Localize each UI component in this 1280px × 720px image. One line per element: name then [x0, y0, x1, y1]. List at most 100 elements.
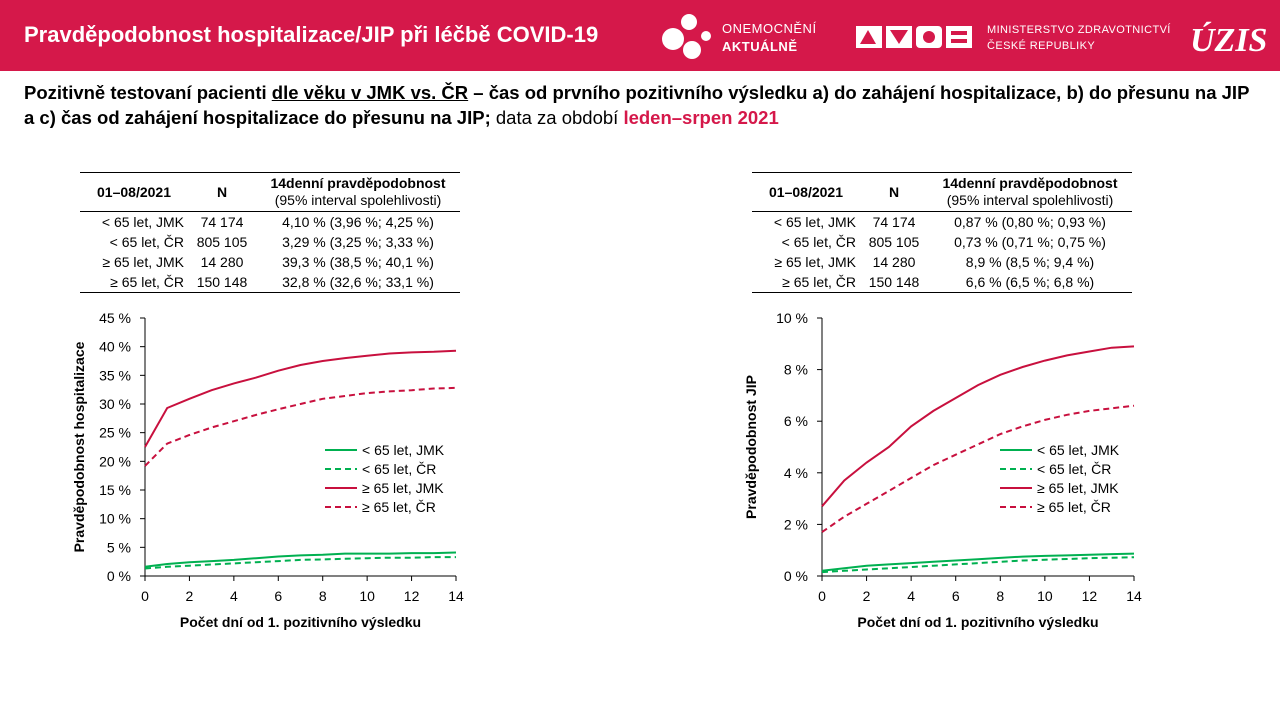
row-prob: 3,29 % (3,25 %; 3,33 %)	[282, 234, 434, 250]
header-bar: Pravděpodobnost hospitalizace/JIP při lé…	[0, 0, 1280, 71]
row-group: < 65 let, JMK	[773, 214, 856, 230]
row-prob: 32,8 % (32,6 %; 33,1 %)	[256, 272, 460, 293]
x-axis-label: Počet dní od 1. pozitivního výsledku	[857, 614, 1098, 630]
y-tick-label: 6 %	[784, 413, 808, 429]
col-period: 01–08/2021	[752, 172, 860, 212]
row-n: 74 174	[200, 214, 244, 230]
row-n: 14 280	[872, 254, 916, 270]
x-tick-label: 14	[448, 588, 464, 604]
y-tick-label: 5 %	[107, 539, 131, 555]
col-prob: 14denní pravděpodobnost (95% interval sp…	[928, 172, 1132, 212]
row-n: 14 280	[200, 254, 244, 270]
row-group: ≥ 65 let, ČR	[752, 272, 860, 293]
row-group: < 65 let, ČR	[109, 234, 184, 250]
table-row: ≥ 65 let, ČR 150 148 32,8 % (32,6 %; 33,1 …	[80, 272, 460, 293]
x-tick-label: 6	[952, 588, 960, 604]
row-n: 805 105	[868, 234, 920, 250]
legend-label: ≥ 65 let, ČR	[1037, 499, 1111, 515]
y-tick-label: 0 %	[107, 568, 131, 584]
y-tick-label: 25 %	[99, 425, 131, 441]
col-n: N	[860, 172, 928, 212]
series-line	[144, 349, 457, 448]
col-prob-label: 14denní pravděpodobnost	[942, 175, 1118, 191]
x-tick-label: 2	[863, 588, 871, 604]
row-group: < 65 let, JMK	[101, 214, 184, 230]
legend-label: < 65 let, ČR	[362, 461, 436, 477]
subtitle-part-3: – čas od prvního pozitivního výsledku a)…	[24, 82, 1250, 128]
mzcr-line-1: MINISTERSTVO ZDRAVOTNICTVÍ	[987, 24, 1171, 36]
uzis-logo: ÚZIS	[1190, 22, 1268, 59]
row-prob: 4,10 % (3,96 %; 4,25 %)	[282, 214, 434, 230]
legend-label: ≥ 65 let, ČR	[362, 499, 436, 515]
row-group: ≥ 65 let, JMK	[102, 254, 184, 270]
series-line	[821, 345, 1135, 507]
x-tick-label: 8	[319, 588, 327, 604]
row-group: < 65 let, ČR	[781, 234, 856, 250]
y-axis-label: Pravděpodobnost JIP	[743, 375, 759, 519]
subtitle-part-1: Pozitivně testovaní pacienti	[24, 82, 272, 103]
x-tick-label: 0	[818, 588, 826, 604]
legend-label: < 65 let, JMK	[1037, 442, 1120, 458]
y-tick-label: 40 %	[99, 339, 131, 355]
x-tick-label: 10	[1037, 588, 1053, 604]
table-row: < 65 let, ČR 805 105 3,29 % (3,25 %; 3,33 …	[80, 232, 460, 252]
logo-line-1: ONEMOCNĚNÍ	[722, 21, 817, 36]
y-axis-label: Pravděpodobnost hospitalizace	[71, 341, 87, 552]
y-tick-label: 45 %	[99, 310, 131, 326]
page-title: Pravděpodobnost hospitalizace/JIP při lé…	[24, 22, 599, 47]
mzcr-logo-icon	[856, 26, 972, 48]
series-line	[144, 556, 456, 570]
row-group: ≥ 65 let, JMK	[774, 254, 856, 270]
onemocneni-logo-text: ONEMOCNĚNÍ AKTUÁLNĚ	[722, 20, 817, 56]
logo-line-2: AKTUÁLNĚ	[722, 39, 798, 54]
y-tick-label: 4 %	[784, 465, 808, 481]
y-tick-label: 30 %	[99, 396, 131, 412]
x-tick-label: 8	[996, 588, 1004, 604]
x-tick-label: 2	[186, 588, 194, 604]
series-line	[144, 551, 457, 568]
row-prob: 39,3 % (38,5 %; 40,1 %)	[282, 254, 434, 270]
row-n: 805 105	[196, 234, 248, 250]
row-prob: 6,6 % (6,5 %; 6,8 %)	[928, 272, 1132, 293]
subtitle-period: leden–srpen 2021	[623, 107, 779, 128]
col-n: N	[188, 172, 256, 212]
subtitle: Pozitivně testovaní pacienti dle věku v …	[24, 80, 1254, 130]
x-tick-label: 4	[230, 588, 238, 604]
table-row: ≥ 65 let, JMK 14 280 8,9 % (8,5 %; 9,4 %)	[752, 252, 1132, 272]
col-prob-label: 14denní pravděpodobnost	[270, 175, 446, 191]
table-row: < 65 let, ČR 805 105 0,73 % (0,71 %; 0,75 …	[752, 232, 1132, 252]
y-tick-label: 35 %	[99, 367, 131, 383]
y-tick-label: 10 %	[99, 511, 131, 527]
legend-label: ≥ 65 let, JMK	[362, 480, 444, 496]
x-tick-label: 12	[404, 588, 420, 604]
table-row: ≥ 65 let, ČR 150 148 6,6 % (6,5 %; 6,8 %)	[752, 272, 1132, 293]
legend-label: ≥ 65 let, JMK	[1037, 480, 1119, 496]
x-tick-label: 12	[1082, 588, 1098, 604]
col-prob-sub: (95% interval spolehlivosti)	[274, 192, 442, 208]
table-row: ≥ 65 let, JMK 14 280 39,3 % (38,5 %; 40,1 …	[80, 252, 460, 272]
y-tick-label: 8 %	[784, 362, 808, 378]
table-row: < 65 let, JMK 74 174 4,10 % (3,96 %; 4,25 …	[80, 212, 460, 233]
onemocneni-logo-icon	[662, 14, 711, 59]
row-n: 150 148	[188, 272, 256, 293]
table-row: < 65 let, JMK 74 174 0,87 % (0,80 %; 0,93 …	[752, 212, 1132, 233]
x-axis-label: Počet dní od 1. pozitivního výsledku	[180, 614, 421, 630]
y-tick-label: 15 %	[99, 482, 131, 498]
x-tick-label: 6	[274, 588, 282, 604]
y-tick-label: 10 %	[776, 310, 808, 326]
series-line	[821, 552, 1135, 572]
series-line	[821, 404, 1135, 533]
col-period: 01–08/2021	[80, 172, 188, 212]
legend-label: < 65 let, ČR	[1037, 461, 1111, 477]
row-prob: 8,9 % (8,5 %; 9,4 %)	[965, 254, 1095, 270]
subtitle-part-2: dle věku v JMK vs. ČR	[271, 82, 469, 103]
row-prob: 0,73 % (0,71 %; 0,75 %)	[954, 234, 1106, 250]
series-line	[144, 386, 457, 467]
x-tick-label: 4	[907, 588, 915, 604]
col-prob: 14denní pravděpodobnost (95% interval sp…	[256, 172, 460, 212]
row-prob: 0,87 % (0,80 %; 0,93 %)	[954, 214, 1106, 230]
x-tick-label: 10	[359, 588, 375, 604]
series-line	[821, 556, 1135, 574]
stats-table-hospitalization: 01–08/2021 N 14denní pravděpodobnost (95…	[80, 172, 460, 293]
col-prob-sub: (95% interval spolehlivosti)	[946, 192, 1114, 208]
